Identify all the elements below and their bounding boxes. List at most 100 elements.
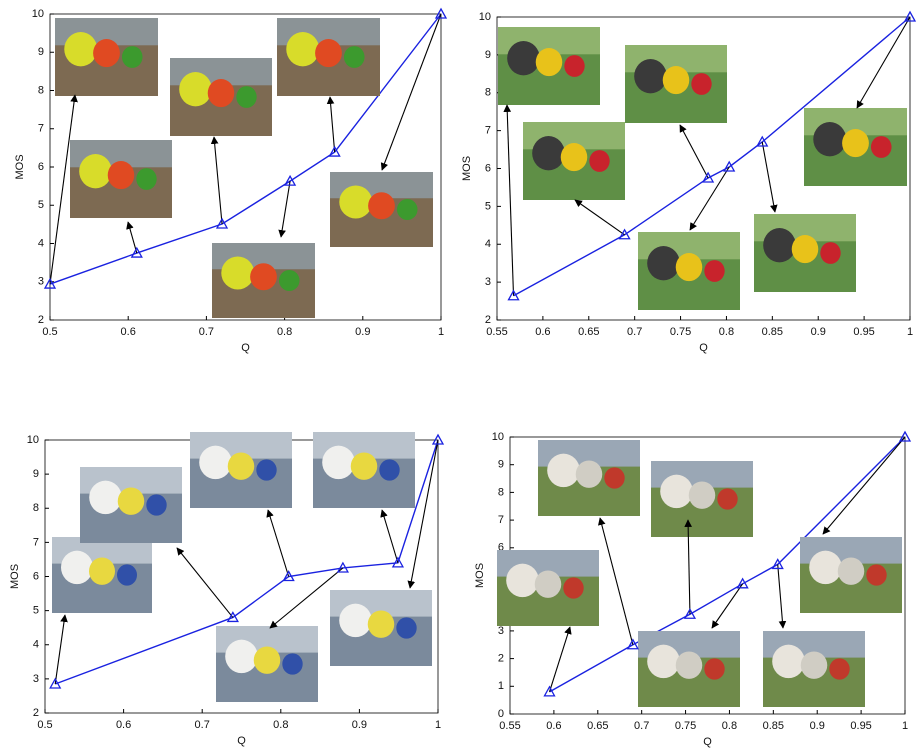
y-tick-label: 9 bbox=[33, 468, 39, 480]
y-tick-label: 4 bbox=[38, 237, 44, 249]
y-tick-label: 2 bbox=[498, 653, 504, 665]
x-tick-label: 0.65 bbox=[578, 326, 599, 338]
thumbnail-shape bbox=[676, 652, 703, 679]
x-tick-label: 0.95 bbox=[850, 720, 871, 732]
thumbnail-shape bbox=[379, 459, 399, 480]
thumbnail bbox=[216, 626, 318, 702]
thumbnail-shape bbox=[146, 494, 166, 515]
x-tick-label: 0.8 bbox=[277, 326, 292, 338]
y-tick-label: 10 bbox=[479, 11, 491, 23]
y-tick-label: 6 bbox=[485, 162, 491, 174]
arrow bbox=[382, 510, 398, 563]
x-tick-label: 0.7 bbox=[627, 326, 642, 338]
y-axis-label: MOS bbox=[9, 564, 21, 589]
thumbnail-shape bbox=[871, 136, 892, 158]
thumbnail bbox=[330, 172, 433, 247]
y-tick-label: 3 bbox=[485, 276, 491, 288]
arrow bbox=[778, 564, 783, 628]
thumbnail-shape bbox=[118, 488, 145, 515]
thumbnail-shape bbox=[763, 228, 796, 262]
arrow bbox=[382, 14, 441, 170]
thumbnail-shape bbox=[801, 652, 828, 679]
arrow bbox=[268, 510, 289, 577]
thumbnail-shape bbox=[64, 32, 97, 66]
thumbnail-shape bbox=[717, 488, 737, 509]
thumbnail-shape bbox=[199, 446, 232, 479]
y-tick-label: 9 bbox=[38, 46, 44, 58]
thumbnail bbox=[80, 467, 182, 543]
x-tick-label: 0.8 bbox=[722, 720, 737, 732]
y-tick-label: 0 bbox=[498, 708, 504, 720]
thumbnail bbox=[497, 550, 599, 626]
arrow bbox=[575, 200, 625, 235]
y-tick-label: 8 bbox=[485, 87, 491, 99]
x-axis-label: Q bbox=[703, 736, 712, 748]
x-tick-label: 0.75 bbox=[675, 720, 696, 732]
arrow bbox=[128, 222, 137, 253]
thumbnail-shape bbox=[368, 611, 395, 638]
arrow bbox=[600, 518, 633, 645]
x-tick-label: 0.95 bbox=[853, 326, 874, 338]
thumbnail-shape bbox=[286, 32, 319, 66]
x-tick-label: 0.9 bbox=[811, 326, 826, 338]
y-axis-label: MOS bbox=[14, 154, 26, 179]
thumbnail bbox=[190, 432, 292, 508]
x-tick-label: 0.5 bbox=[37, 719, 52, 731]
thumbnail-shape bbox=[122, 46, 143, 68]
thumbnail bbox=[170, 58, 272, 136]
thumbnail-shape bbox=[279, 270, 300, 291]
arrow bbox=[55, 615, 65, 684]
thumbnail-shape bbox=[89, 481, 122, 514]
arrow bbox=[712, 584, 743, 628]
x-tick-label: 0.9 bbox=[810, 720, 825, 732]
y-tick-label: 5 bbox=[485, 200, 491, 212]
thumbnail-shape bbox=[507, 41, 540, 75]
x-tick-label: 0.6 bbox=[546, 720, 561, 732]
x-tick-label: 0.7 bbox=[199, 326, 214, 338]
x-tick-label: 0.7 bbox=[195, 719, 210, 731]
y-tick-label: 5 bbox=[33, 605, 39, 617]
thumbnail bbox=[800, 537, 902, 613]
y-tick-label: 5 bbox=[38, 199, 44, 211]
thumbnail-shape bbox=[564, 55, 584, 77]
thumbnail bbox=[52, 537, 152, 613]
x-tick-label: 0.85 bbox=[763, 720, 784, 732]
thumbnail-shape bbox=[663, 66, 690, 94]
thumbnail bbox=[55, 18, 158, 96]
thumbnail bbox=[638, 232, 740, 310]
thumbnail-shape bbox=[61, 551, 93, 584]
thumbnail bbox=[70, 140, 172, 218]
chart-panel: 0.550.60.650.70.750.80.850.90.9510123456… bbox=[474, 431, 910, 748]
thumbnail bbox=[313, 432, 415, 508]
y-tick-label: 7 bbox=[485, 125, 491, 137]
thumbnail-shape bbox=[368, 192, 395, 219]
thumbnail-shape bbox=[813, 122, 846, 156]
thumbnail-shape bbox=[704, 658, 724, 679]
arrow bbox=[507, 105, 514, 296]
x-tick-label: 0.5 bbox=[42, 326, 57, 338]
thumbnail bbox=[330, 590, 432, 666]
thumbnail-shape bbox=[225, 640, 258, 673]
thumbnail-shape bbox=[136, 168, 156, 190]
thumbnail-shape bbox=[634, 59, 667, 93]
y-tick-label: 9 bbox=[498, 459, 504, 471]
thumbnail-shape bbox=[117, 564, 137, 585]
thumbnail-shape bbox=[79, 154, 112, 188]
thumbnail-shape bbox=[704, 260, 724, 282]
thumbnail-shape bbox=[647, 645, 680, 678]
thumbnail-shape bbox=[547, 454, 580, 487]
thumbnail-shape bbox=[221, 257, 254, 290]
y-tick-label: 10 bbox=[27, 434, 39, 446]
x-tick-label: 1 bbox=[438, 326, 444, 338]
y-tick-label: 2 bbox=[38, 314, 44, 326]
y-tick-label: 8 bbox=[498, 486, 504, 498]
x-tick-label: 0.9 bbox=[355, 326, 370, 338]
thumbnail-shape bbox=[647, 246, 680, 280]
y-tick-label: 1 bbox=[498, 680, 504, 692]
y-tick-label: 3 bbox=[33, 673, 39, 685]
thumbnail bbox=[523, 122, 625, 200]
x-tick-label: 0.6 bbox=[121, 326, 136, 338]
thumbnail bbox=[754, 214, 856, 292]
x-tick-label: 0.65 bbox=[587, 720, 608, 732]
arrow bbox=[823, 437, 905, 534]
